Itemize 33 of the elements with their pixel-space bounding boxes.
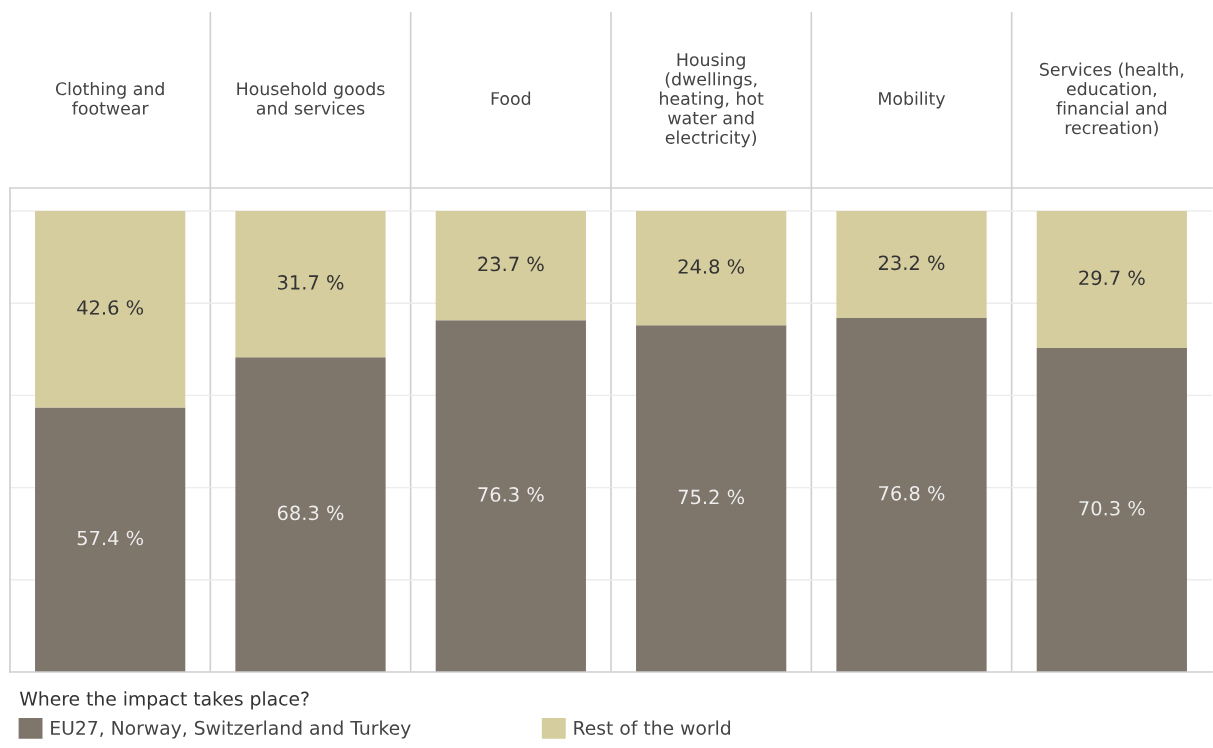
data-label: 23.7 %	[478, 256, 544, 272]
data-label: 76.8 %	[879, 485, 945, 501]
data-label: 75.2 %	[678, 489, 745, 505]
x-tick-label: Mobility	[879, 91, 946, 109]
bar	[636, 325, 787, 672]
bar	[235, 211, 386, 358]
x-tick-label: Food	[491, 91, 531, 106]
bar	[836, 211, 987, 318]
x-tick-label: Household goods and services	[237, 81, 385, 115]
x-tick-label: Services (health, education, financial and recreation)	[1039, 62, 1184, 137]
x-tick-label: Clothing and footwear	[55, 81, 164, 115]
data-label: 31.7 %	[278, 275, 344, 290]
data-label: 23.2 %	[878, 255, 945, 271]
data-label: 57.4 %	[77, 530, 144, 546]
bar	[435, 320, 586, 672]
bar	[1036, 347, 1187, 672]
bar	[35, 211, 186, 408]
x-tick-label: Housing (dwellings, heating, hot water and electricity)	[660, 52, 764, 148]
bar	[836, 317, 987, 672]
bar	[1036, 211, 1187, 348]
data-label: 42.6 %	[77, 300, 144, 315]
data-label: 29.7 %	[1079, 270, 1145, 286]
bar	[435, 211, 586, 321]
data-label: 24.8 %	[678, 259, 745, 274]
bar	[235, 357, 386, 672]
data-label: 70.3 %	[1079, 500, 1145, 516]
legend-title: Where the impact takes place?	[19, 691, 309, 710]
bar	[636, 211, 787, 326]
legend-label: EU27, Norway, Switzerland and Turkey	[51, 720, 411, 739]
legend-label: Rest of the world	[574, 720, 731, 735]
data-label: 68.3 %	[277, 505, 344, 521]
bar	[35, 407, 186, 672]
data-label: 76.3 %	[478, 487, 544, 502]
